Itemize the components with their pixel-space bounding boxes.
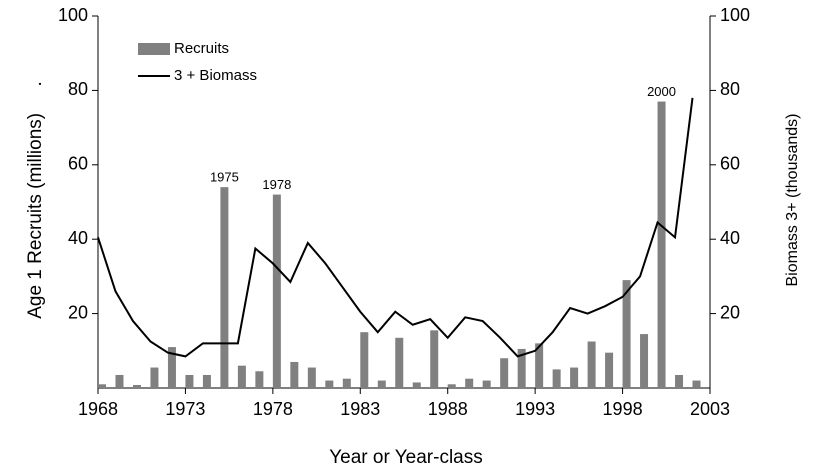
bar [622, 280, 631, 388]
annotation: 2000 [647, 84, 676, 99]
y-tick-label: 80 [68, 79, 88, 99]
bar [202, 374, 211, 388]
bar [98, 384, 106, 388]
bar [307, 367, 316, 388]
bar [447, 384, 456, 388]
bar [237, 365, 246, 388]
bar [570, 367, 579, 388]
bar [167, 347, 176, 388]
bar [150, 367, 159, 388]
bar [342, 378, 351, 388]
x-tick-label: 1968 [78, 399, 118, 419]
bar [640, 334, 649, 388]
bar [692, 380, 701, 388]
bar [605, 352, 614, 388]
bar [255, 371, 264, 388]
legend-swatch [138, 43, 170, 55]
line [97, 97, 694, 358]
bar [500, 358, 509, 388]
x-tick-label: 2003 [690, 399, 730, 419]
bar [587, 341, 596, 388]
x-tick-label: 1998 [603, 399, 643, 419]
bar [430, 330, 439, 388]
bar [465, 378, 474, 388]
y2-tick-label: 100 [720, 5, 750, 25]
bar [377, 380, 386, 388]
y-axis-label: Age 1 Recruits (millions) . [25, 81, 46, 319]
x-tick-label: 1988 [428, 399, 468, 419]
bar [552, 369, 561, 388]
y-tick-label: 20 [68, 302, 88, 322]
bar [132, 385, 141, 388]
bar [482, 380, 491, 388]
bar [290, 361, 299, 388]
legend-label: Recruits [174, 40, 229, 57]
y-tick-label: 100 [58, 5, 88, 25]
bar [675, 374, 684, 388]
legend-label: 3 + Biomass [174, 67, 257, 84]
x-tick-label: 1973 [165, 399, 205, 419]
y-tick-label: 40 [68, 228, 88, 248]
annotation: 1978 [262, 177, 291, 192]
bar [535, 343, 544, 388]
bar [185, 374, 194, 388]
bar [272, 194, 281, 388]
bar [360, 332, 369, 388]
bar [220, 187, 229, 388]
y2-tick-label: 60 [720, 154, 740, 174]
bar [657, 101, 666, 388]
x-tick-label: 1978 [253, 399, 293, 419]
x-tick-label: 1983 [340, 399, 380, 419]
annotation: 1975 [210, 170, 239, 185]
y2-tick-label: 80 [720, 79, 740, 99]
y2-axis-label: Biomass 3+ (thousands) [784, 114, 801, 287]
bar [517, 348, 526, 388]
x-axis-label: Year or Year-class [329, 447, 483, 468]
y2-tick-label: 20 [720, 302, 740, 322]
bar [412, 382, 421, 388]
bar [325, 380, 334, 388]
bar [115, 374, 124, 388]
y-tick-label: 60 [68, 154, 88, 174]
bar [395, 337, 404, 388]
y2-tick-label: 40 [720, 228, 740, 248]
x-tick-label: 1993 [515, 399, 555, 419]
